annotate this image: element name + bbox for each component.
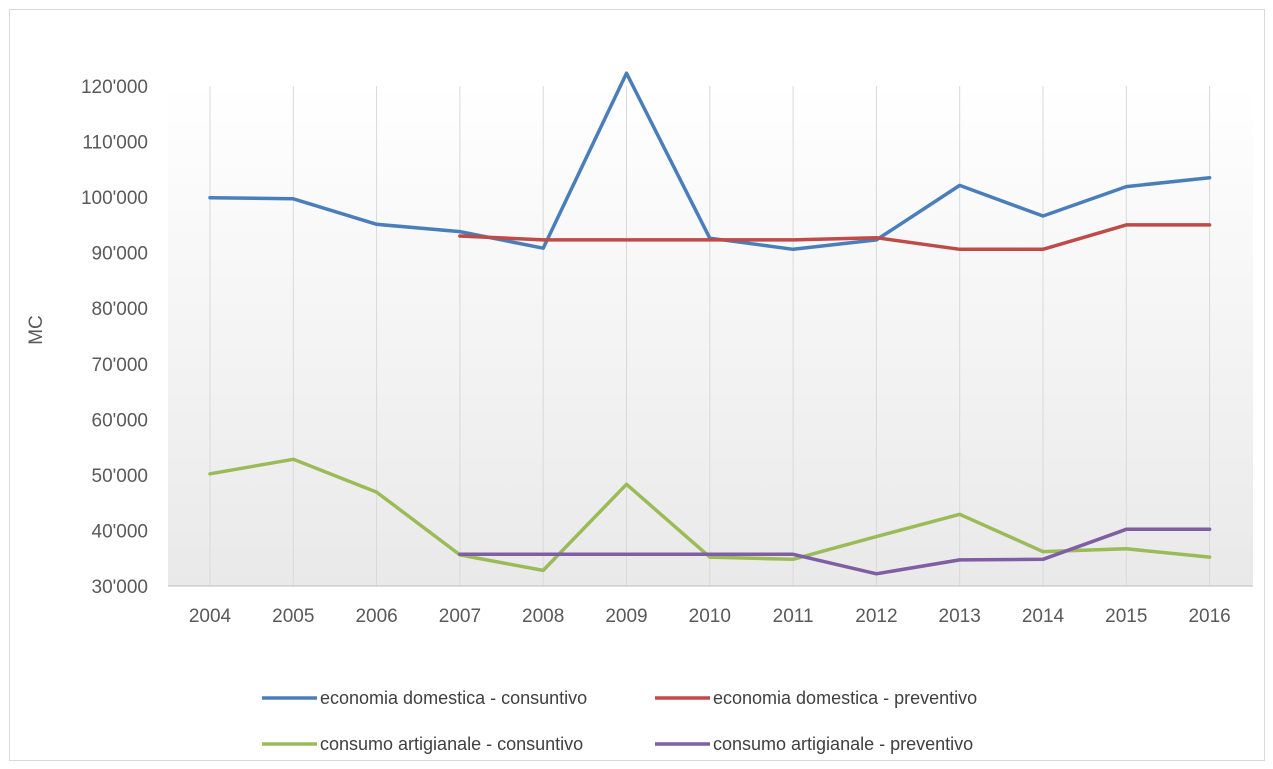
x-tick-label: 2005 — [272, 606, 314, 627]
y-tick-label: 120'000 — [81, 77, 148, 98]
plot-area — [168, 86, 1253, 586]
y-axis-title: MC — [26, 315, 47, 345]
x-tick-label: 2015 — [1105, 606, 1147, 627]
series-line-3 — [208, 457, 1212, 573]
y-tick-label: 110'000 — [82, 133, 148, 154]
y-tick-label: 80'000 — [92, 299, 148, 320]
series-line-4 — [458, 527, 1212, 576]
x-tick-label: 2009 — [605, 606, 647, 627]
legend-label: economia domestica - consuntivo — [320, 688, 587, 708]
x-tick-label: 2014 — [1022, 606, 1065, 627]
legend-label: consumo artigianale - consuntivo — [320, 734, 583, 754]
series — [208, 71, 1212, 576]
y-tick-label: 100'000 — [81, 188, 148, 209]
x-tick-label: 2004 — [189, 606, 232, 627]
y-tick-label: 70'000 — [92, 355, 148, 376]
y-tick-label: 50'000 — [92, 466, 148, 487]
x-tick-label: 2010 — [689, 606, 731, 627]
x-tick-label: 2012 — [855, 606, 897, 627]
x-tick-label: 2008 — [522, 606, 564, 627]
legend: economia domestica - consuntivo economia … — [262, 688, 977, 754]
y-tick-label: 60'000 — [92, 410, 148, 431]
x-tick-label: 2013 — [939, 606, 981, 627]
series-line-2 — [458, 223, 1212, 252]
x-tick-label: 2016 — [1188, 606, 1230, 627]
y-tick-label: 90'000 — [92, 244, 148, 265]
x-tick-label: 2007 — [439, 606, 481, 627]
x-tick-label: 2006 — [355, 606, 397, 627]
y-tick-label: 30'000 — [92, 577, 148, 598]
y-axis: 30'000 40'000 50'000 60'000 70'000 80'000 90'0… — [81, 77, 148, 598]
legend-label: economia domestica - preventivo — [713, 688, 977, 708]
y-tick-label: 40'000 — [92, 521, 148, 542]
grid — [168, 86, 1253, 587]
x-axis: 2004 2005 2006 2007 2008 2009 2010 2011 2012 2013… — [189, 606, 1231, 627]
legend-label: consumo artigianale - preventivo — [713, 734, 973, 754]
x-tick-label: 2011 — [773, 606, 814, 627]
